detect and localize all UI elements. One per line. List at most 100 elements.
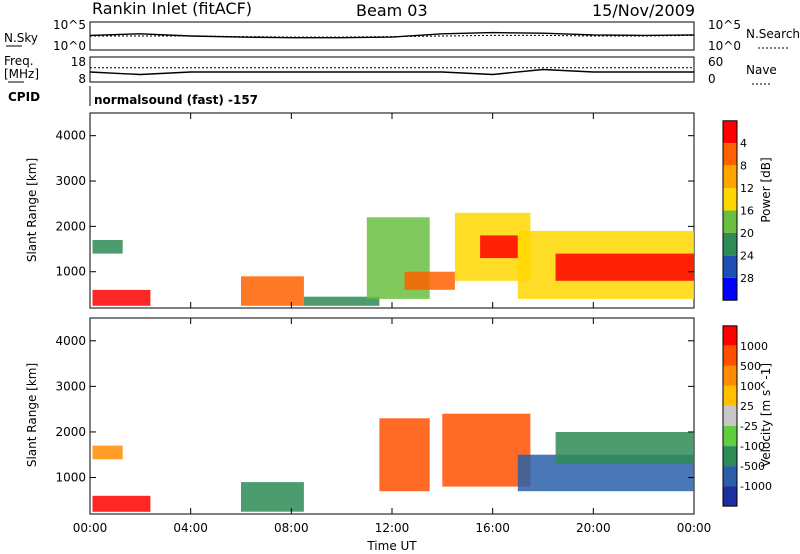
colorbar-swatch (723, 345, 737, 366)
data-region-5 (404, 271, 455, 290)
colorbar-frame (722, 120, 738, 301)
freq-frame (89, 56, 695, 83)
y-tick-label: 4000 (55, 129, 86, 143)
colorbar-swatch (723, 365, 737, 386)
velocity-colorbar: 1000 500 100 25 -25 -100 -500 -1000 (722, 325, 772, 507)
colorbar-swatch (723, 120, 737, 144)
nsearch-tick-bottom: 10^0 (708, 39, 741, 53)
data-region-3 (379, 418, 430, 492)
colorbar-tick-label: 1000 (740, 340, 768, 353)
data-region-1 (92, 445, 123, 460)
colorbar-swatch (723, 143, 737, 166)
colorbar-swatch (723, 406, 737, 426)
data-region-7 (480, 235, 518, 259)
data-region-0 (92, 289, 151, 306)
nave-tick-top: 60 (708, 55, 723, 69)
colorbar-tick-label: 8 (740, 160, 747, 173)
colorbar-tick-label: 16 (740, 205, 754, 218)
power-panel: 1000 2000 3000 4000 Slant Range [km] 4 8 12 16… (25, 112, 773, 309)
nsearch-series-line (90, 34, 695, 38)
station-title: Rankin Inlet (fitACF) (92, 0, 252, 18)
power-y-axis: 1000 2000 3000 4000 (55, 129, 694, 279)
freq-tick-bottom: 8 (78, 72, 86, 86)
time-axis: 00:00 04:00 08:00 12:00 16:00 20:00 00:00 (73, 113, 712, 535)
colorbar-tick-label: 20 (740, 227, 754, 240)
colorbar-swatch (723, 325, 737, 346)
colorbar-swatch (723, 165, 737, 189)
colorbar-tick-label: 25 (740, 400, 754, 413)
colorbar-tick-label: 28 (740, 272, 754, 285)
y-tick-label: 2000 (55, 425, 86, 439)
data-region-4 (442, 413, 531, 487)
colorbar-swatch (723, 446, 737, 467)
data-region-3 (303, 296, 380, 306)
x-tick-label: 16:00 (475, 521, 510, 535)
beam-title: Beam 03 (356, 1, 428, 20)
colorbar-swatch (723, 385, 737, 406)
colorbar-tick-label: 12 (740, 182, 754, 195)
y-tick-label: 1000 (55, 471, 86, 485)
x-tick-label: 12:00 (375, 521, 410, 535)
colorbar-tick-label: 24 (740, 249, 754, 262)
nsearch-label: N.Search (746, 27, 800, 41)
velocity-y-axis: 1000 2000 3000 4000 (55, 334, 694, 485)
data-region-0 (92, 495, 151, 512)
y-tick-label: 1000 (55, 265, 86, 279)
power-ylabel: Slant Range [km] (25, 158, 39, 262)
colorbar-swatch (723, 466, 737, 487)
colorbar-swatch (723, 232, 737, 256)
nsky-label: N.Sky (4, 31, 38, 45)
colorbar-tick-label: 100 (740, 380, 761, 393)
data-region-2 (241, 482, 304, 512)
power-colorbar: 4 8 12 16 20 24 28 (722, 120, 754, 301)
y-tick-label: 4000 (55, 334, 86, 348)
x-tick-label: 04:00 (173, 521, 208, 535)
velocity-colorbar-label: Velocity [m s^-1] (759, 363, 773, 467)
nsearch-tick-top: 10^5 (708, 18, 741, 32)
time-axis-label: Time UT (366, 539, 417, 553)
nsky-series-line (89, 31, 695, 39)
nsky-panel: N.Sky 10^5 10^0 10^5 10^0 N.Search (4, 18, 800, 53)
x-tick-label: 20:00 (576, 521, 611, 535)
freq-unit-label: [MHz] (4, 67, 39, 81)
nave-tick-bottom: 0 (708, 72, 716, 86)
data-region-6 (555, 432, 694, 464)
data-region-2 (241, 276, 304, 306)
freq-tick-top: 18 (71, 55, 86, 69)
colorbar-swatch (723, 277, 737, 301)
colorbar-tick-label: -1000 (740, 480, 772, 493)
y-tick-label: 2000 (55, 219, 86, 233)
colorbar-swatch (723, 426, 737, 446)
freq-panel: Freq. [MHz] 18 8 60 0 Nave (4, 54, 777, 86)
data-region-9 (555, 253, 694, 281)
x-tick-label: 00:00 (73, 521, 108, 535)
colorbar-tick-label: -25 (740, 420, 758, 433)
date-title: 15/Nov/2009 (592, 1, 695, 20)
freq-label: Freq. (4, 54, 34, 68)
y-tick-label: 3000 (55, 379, 86, 393)
cpid-label: CPID (8, 90, 40, 104)
colorbar-swatch (723, 255, 737, 278)
nave-label: Nave (746, 63, 777, 77)
x-tick-label: 08:00 (274, 521, 309, 535)
colorbar-swatch (723, 210, 737, 233)
velocity-panel: 1000 2000 3000 4000 Slant Range [km] 1000 50… (25, 317, 773, 515)
nsky-tick-bottom: 10^0 (53, 39, 86, 53)
colorbar-tick-label: 4 (740, 137, 747, 150)
nsky-tick-top: 10^5 (53, 18, 86, 32)
power-colorbar-label: Power [dB] (759, 157, 773, 222)
colorbar-swatch (723, 486, 737, 507)
velocity-ylabel: Slant Range [km] (25, 363, 39, 467)
x-tick-label: 00:00 (677, 521, 712, 535)
y-tick-label: 3000 (55, 174, 86, 188)
data-region-1 (92, 240, 123, 254)
freq-series-line (89, 68, 694, 76)
colorbar-tick-label: -500 (740, 460, 765, 473)
colorbar-frame (722, 325, 738, 507)
power-data (92, 212, 694, 306)
velocity-data (92, 413, 694, 512)
colorbar-tick-label: 500 (740, 360, 761, 373)
cpid-text: normalsound (fast) -157 (94, 93, 258, 107)
colorbar-swatch (723, 188, 737, 211)
